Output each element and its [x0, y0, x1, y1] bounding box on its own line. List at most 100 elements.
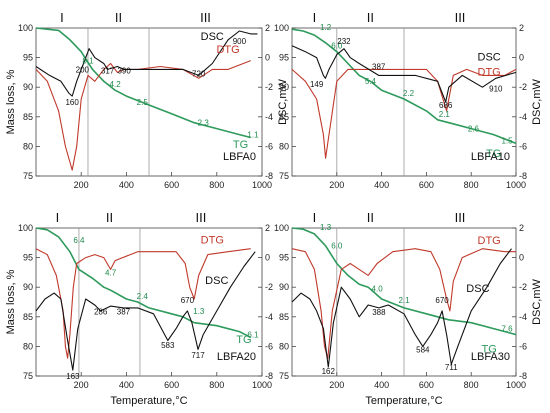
- data-label: 2.3: [198, 119, 210, 128]
- data-label: 2.5: [137, 98, 149, 107]
- series-line-dsc: [35, 30, 258, 97]
- y2-tick-label: -4: [519, 112, 527, 122]
- y-tick-label: 80: [279, 341, 289, 351]
- y-tick-label: 75: [279, 171, 289, 181]
- data-label: 670: [435, 296, 449, 305]
- data-label: 2.6: [468, 125, 480, 134]
- series-name-label: TG: [481, 343, 496, 355]
- y-tick-label: 95: [23, 53, 33, 63]
- y-tick-label: 95: [23, 253, 33, 263]
- data-label: 286: [94, 307, 108, 316]
- y-tick-label: 75: [279, 371, 289, 381]
- y-tick-label: 95: [279, 253, 289, 263]
- data-label: 686: [439, 101, 453, 110]
- data-label: 388: [372, 308, 386, 317]
- x-tick-label: 200: [329, 180, 344, 190]
- series-line-tg: [291, 28, 517, 145]
- y2-tick-label: 0: [519, 53, 524, 63]
- panel-label: LBFA30: [471, 351, 510, 363]
- y-tick-label: 90: [23, 282, 33, 292]
- y-tick-label: 80: [279, 141, 289, 151]
- stage-label: III: [200, 10, 211, 25]
- series-line-dtg: [291, 248, 516, 359]
- data-label: 149: [310, 80, 324, 89]
- y-tick-label: 85: [279, 112, 289, 122]
- y2-tick-label: -6: [265, 141, 273, 151]
- y2-tick-label: 2: [519, 223, 524, 233]
- series-name-label: DTG: [216, 44, 239, 56]
- stage-label: I: [313, 210, 317, 225]
- x-tick-label: 600: [164, 380, 179, 390]
- data-label: 2.2: [403, 89, 415, 98]
- x-tick-label: 600: [419, 380, 434, 390]
- x-axis-title: Temperature,°C: [110, 395, 187, 407]
- y-tick-label: 90: [23, 82, 33, 92]
- panel-label: LBFA0: [223, 151, 256, 163]
- data-label: 200: [76, 65, 90, 74]
- x-tick-label: 400: [374, 180, 389, 190]
- y-tick-label: 75: [23, 371, 33, 381]
- series-line-dtg: [291, 68, 517, 159]
- x-tick-label: 400: [119, 380, 134, 390]
- data-label: 2.1: [439, 110, 451, 119]
- series-name-label: TG: [236, 334, 251, 346]
- x-tick-label: 800: [209, 180, 224, 190]
- panel-label: LBFA10: [471, 151, 510, 163]
- data-label: 711: [445, 363, 458, 372]
- x-tick-label: 600: [164, 180, 179, 190]
- data-label: 7.6: [501, 325, 513, 334]
- y2-tick-label: -6: [265, 341, 273, 351]
- y2-axis-title: DSC,mW: [277, 78, 289, 124]
- data-label: 160: [65, 98, 79, 107]
- data-label: 232: [337, 37, 351, 46]
- x-tick-label: 1000: [506, 380, 526, 390]
- y2-axis-title: DSC,mW: [531, 78, 543, 124]
- y-tick-label: 100: [274, 23, 289, 33]
- y2-tick-label: 2: [265, 23, 270, 33]
- stage-label: III: [196, 210, 207, 225]
- data-label: 2.4: [137, 292, 149, 301]
- data-label: 910: [489, 84, 503, 93]
- x-tick-label: 200: [329, 380, 344, 390]
- x-tick-label: 800: [209, 380, 224, 390]
- data-label: 162: [322, 367, 336, 376]
- stage-label: I: [60, 10, 64, 25]
- y2-tick-label: -8: [265, 171, 273, 181]
- stage-label: I: [56, 210, 60, 225]
- data-label: 6.0: [331, 242, 343, 251]
- series-name-label: DSC: [478, 52, 501, 64]
- data-label: 1.2: [320, 23, 332, 32]
- data-label: 4.7: [105, 268, 117, 277]
- data-label: 317: [101, 67, 115, 76]
- y2-tick-label: -2: [519, 282, 527, 292]
- x-tick-label: 200: [74, 180, 89, 190]
- series-name-label: DSC: [466, 283, 489, 295]
- series-line-tg: [35, 27, 251, 139]
- stage-label: III: [455, 210, 466, 225]
- data-label: 6.4: [73, 236, 85, 245]
- y2-tick-label: -4: [519, 312, 527, 322]
- y2-tick-label: -6: [519, 141, 527, 151]
- y2-tick-label: 0: [519, 253, 524, 263]
- y2-tick-label: 2: [265, 223, 270, 233]
- x-tick-label: 400: [374, 380, 389, 390]
- x-tick-label: 1000: [252, 180, 272, 190]
- series-line-dtg: [35, 60, 251, 171]
- series-name-label: DSC: [201, 31, 224, 43]
- data-label: 4.0: [372, 284, 384, 293]
- y-axis-title: Mass loss, %: [5, 69, 17, 134]
- y2-tick-label: 0: [265, 53, 270, 63]
- data-label: 2.1: [398, 296, 410, 305]
- y-tick-label: 80: [23, 341, 33, 351]
- y2-tick-label: -8: [519, 371, 527, 381]
- series-line-dsc: [291, 248, 512, 368]
- y2-tick-label: 0: [265, 253, 270, 263]
- data-label: 1.3: [320, 223, 332, 232]
- data-label: 670: [181, 296, 195, 305]
- data-label: 6.1: [247, 331, 259, 340]
- data-label: 163: [66, 372, 80, 381]
- y-axis-title: Mass loss, %: [5, 269, 17, 334]
- y-tick-label: 75: [23, 171, 33, 181]
